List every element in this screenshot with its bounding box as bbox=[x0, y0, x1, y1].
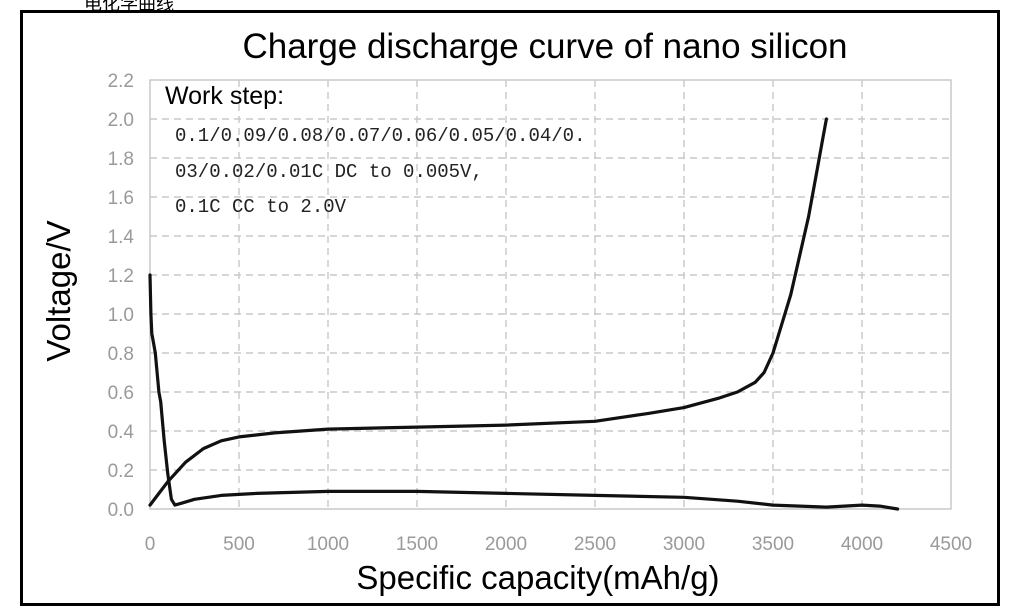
x-axis-label: Specific capacity(mAh/g) bbox=[356, 559, 719, 596]
y-tick-labels: 0.0 0.2 0.4 0.6 0.8 1.0 1.2 1.4 1.6 1.8 2.0 2.2 bbox=[108, 71, 135, 521]
y-tick-label: 0.8 bbox=[108, 344, 134, 365]
y-tick-label: 1.4 bbox=[108, 227, 135, 248]
annotation-line-2: 03/0.02/0.01C DC to 0.005V, bbox=[175, 161, 483, 183]
y-tick-label: 1.8 bbox=[108, 149, 134, 170]
y-tick-label: 0.2 bbox=[108, 461, 134, 482]
x-tick-label: 0 bbox=[145, 534, 156, 555]
annotation-line-3: 0.1C CC to 2.0V bbox=[175, 196, 347, 218]
x-tick-label: 3500 bbox=[752, 534, 794, 555]
y-tick-label: 2.0 bbox=[108, 110, 134, 131]
plot-area bbox=[149, 79, 952, 510]
series-line-charge bbox=[148, 117, 829, 507]
x-tick-label: 2500 bbox=[574, 534, 616, 555]
x-tick-label: 1500 bbox=[396, 534, 438, 555]
y-tick-label: 0.4 bbox=[108, 422, 135, 443]
x-tick-labels: 0 500 1000 1500 2000 2500 3000 3500 4000 4500 bbox=[145, 534, 972, 555]
x-tick-label: 1000 bbox=[307, 534, 349, 555]
y-tick-label: 2.2 bbox=[108, 71, 134, 92]
x-tick-label: 4000 bbox=[841, 534, 883, 555]
y-tick-label: 1.2 bbox=[108, 266, 134, 287]
series-line-discharge bbox=[148, 273, 900, 511]
y-tick-label: 0.6 bbox=[108, 383, 134, 404]
y-tick-label: 1.6 bbox=[108, 188, 134, 209]
x-tick-label: 2000 bbox=[485, 534, 527, 555]
x-tick-label: 4500 bbox=[930, 534, 972, 555]
x-tick-label: 500 bbox=[223, 534, 255, 555]
chart-title: Charge discharge curve of nano silicon bbox=[242, 27, 847, 66]
y-axis-label: Voltage/V bbox=[40, 220, 77, 361]
chart: Charge discharge curve of nano silicon 0… bbox=[40, 27, 972, 596]
x-tick-label: 3000 bbox=[663, 534, 705, 555]
annotation-line-1: 0.1/0.09/0.08/0.07/0.06/0.05/0.04/0. bbox=[175, 125, 585, 147]
y-tick-label: 1.0 bbox=[108, 305, 134, 326]
annotation-heading: Work step: bbox=[165, 82, 284, 110]
chart-frame: Charge discharge curve of nano silicon 0… bbox=[20, 10, 1000, 606]
series bbox=[148, 117, 900, 511]
grid bbox=[150, 80, 951, 509]
y-tick-label: 0.0 bbox=[108, 500, 134, 521]
